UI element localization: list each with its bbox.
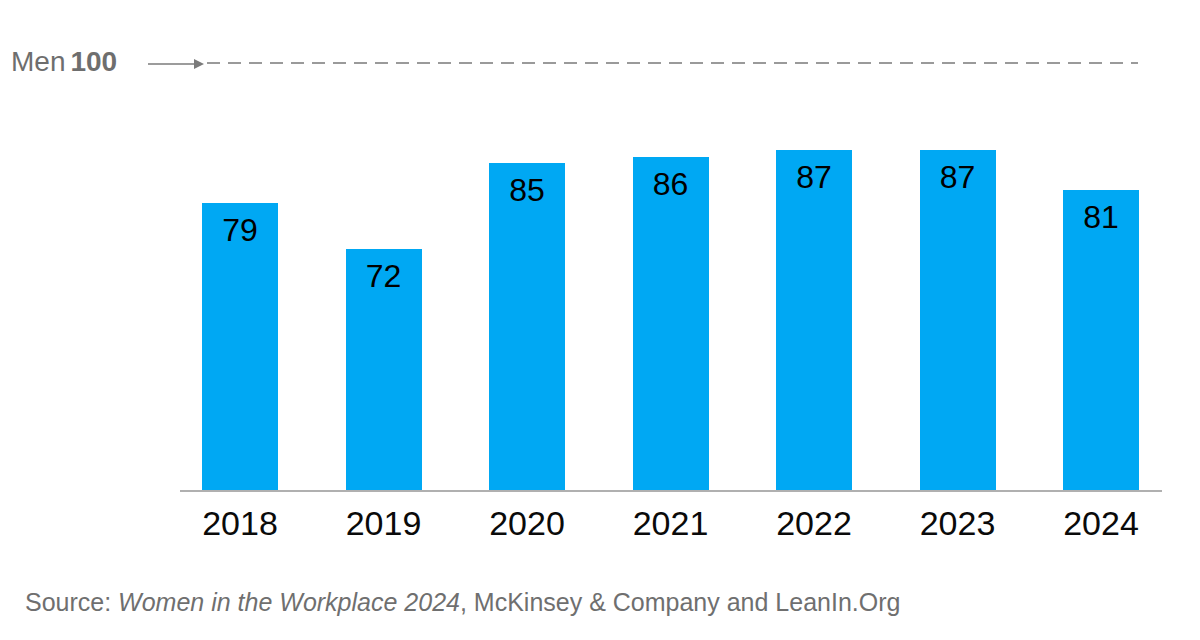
reference-dashed-line [207, 62, 1138, 64]
bar-value-label: 72 [346, 249, 422, 292]
x-axis-tick-label: 2021 [591, 505, 751, 542]
reference-label-text: Men [11, 46, 65, 77]
x-axis-line [180, 490, 1162, 492]
bar-value-label: 87 [920, 150, 996, 193]
bar-2019: 72 [346, 249, 422, 491]
bar-value-label: 87 [776, 150, 852, 193]
bar-2018: 79 [202, 203, 278, 491]
x-axis-tick-label: 2022 [734, 505, 894, 542]
bar-value-label: 81 [1063, 190, 1139, 233]
source-title-italic: Women in the Workplace 2024 [118, 588, 460, 616]
x-axis-tick-label: 2024 [1021, 505, 1181, 542]
bar-2023: 87 [920, 150, 996, 491]
source-note: Source: Women in the Workplace 2024, McK… [25, 587, 900, 617]
bar-value-label: 79 [202, 203, 278, 246]
chart-canvas: Men100 79728586878781 201820192020202120… [0, 0, 1200, 640]
arrow-right-icon [147, 56, 205, 72]
x-axis-tick-label: 2020 [447, 505, 607, 542]
x-axis-tick-label: 2023 [878, 505, 1038, 542]
bar-2020: 85 [489, 163, 565, 491]
reference-value: 100 [70, 46, 117, 77]
x-axis-tick-label: 2018 [160, 505, 320, 542]
reference-line-label: Men100 [11, 46, 117, 78]
x-axis-tick-label: 2019 [304, 505, 464, 542]
bar-2022: 87 [776, 150, 852, 491]
source-prefix: Source: [25, 588, 118, 616]
bar-2024: 81 [1063, 190, 1139, 491]
source-suffix: , McKinsey & Company and LeanIn.Org [460, 588, 901, 616]
bar-2021: 86 [633, 157, 709, 491]
bar-value-label: 85 [489, 163, 565, 206]
bar-value-label: 86 [633, 157, 709, 200]
